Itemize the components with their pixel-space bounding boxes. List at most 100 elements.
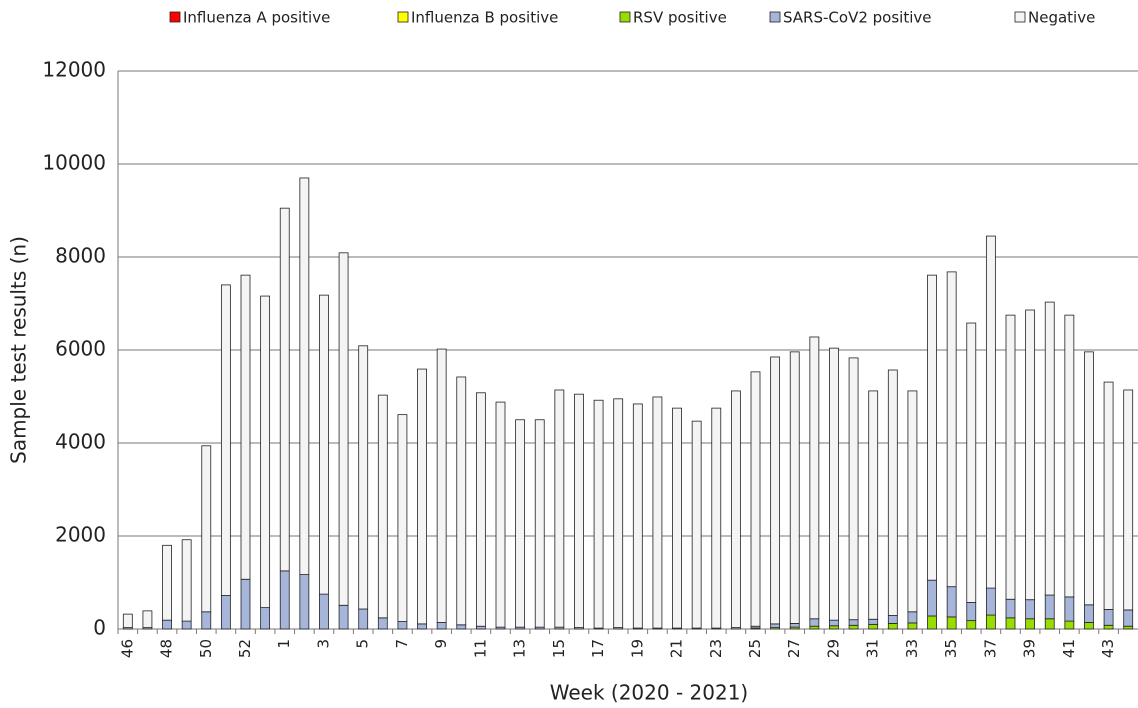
bar-segment [515, 419, 526, 628]
x-tick-label: 21 [668, 639, 686, 658]
bar-segment [711, 407, 722, 629]
x-tick-label: 43 [1099, 639, 1117, 658]
bar-segment [358, 345, 369, 610]
bar-segment [181, 620, 192, 630]
bar-segment [1005, 617, 1016, 630]
bar-segment [397, 621, 408, 630]
bar-segment [299, 177, 310, 575]
legend-swatch [769, 11, 781, 23]
legend-label: RSV positive [633, 9, 727, 27]
x-tick-label: 41 [1060, 639, 1078, 658]
bar-segment [966, 620, 977, 630]
x-tick-label: 3 [314, 639, 332, 649]
bar-segment [985, 235, 996, 589]
bar-segment [632, 403, 643, 629]
bar-segment [730, 390, 741, 629]
bar-segment [1044, 618, 1055, 630]
y-tick-label: 12000 [42, 58, 106, 82]
bar-segment [534, 419, 545, 628]
bar-segment [358, 608, 369, 630]
x-tick-label: 15 [550, 639, 568, 658]
bar-segment [1123, 609, 1134, 627]
bar-segment [1123, 389, 1134, 611]
bar-segment [946, 616, 957, 630]
x-tick-label: 48 [158, 639, 176, 658]
bar-segment [1084, 622, 1094, 630]
bar-segment [907, 390, 918, 613]
bar-segment [927, 274, 937, 581]
bar-segment [338, 252, 349, 606]
bar-segment [1025, 309, 1036, 601]
bar-segment [456, 624, 467, 630]
bar-segment [1064, 314, 1075, 598]
bar-segment [966, 322, 977, 603]
bar-segment [1084, 351, 1094, 606]
x-tick-label: 17 [589, 639, 607, 658]
x-tick-label: 35 [942, 639, 960, 658]
bar-segment [829, 347, 839, 621]
bar-segment [868, 390, 879, 620]
bar-segment [162, 619, 172, 630]
bar-segment [417, 623, 427, 630]
bar-segment [279, 570, 290, 630]
bar-segment [377, 617, 388, 630]
bar-segment [789, 351, 800, 624]
bar-segment [1044, 594, 1055, 620]
x-tick-label: 7 [393, 639, 411, 649]
bar-segment [809, 618, 820, 627]
bar-segment [809, 625, 820, 630]
bar-segment [691, 420, 702, 629]
bar-segment [456, 376, 467, 626]
bar-segment [985, 614, 996, 630]
bar-segment [201, 611, 212, 630]
bar-segment [1123, 625, 1134, 630]
bar-segment [260, 607, 271, 630]
bar-segment [907, 622, 918, 630]
legend-label: Influenza B positive [411, 9, 558, 27]
bar-segment [240, 578, 251, 630]
bar-segment [436, 622, 447, 630]
bar-segment [377, 394, 388, 619]
bar-segment [848, 619, 859, 626]
bar-segment [1103, 624, 1114, 630]
x-tick-label: 31 [864, 639, 882, 658]
bar-segment [868, 623, 879, 630]
legend-swatch [397, 11, 409, 23]
bar-segment [1103, 609, 1114, 626]
legend-swatch [169, 11, 181, 23]
bar-segment [829, 619, 839, 627]
bar-segment [319, 294, 329, 595]
x-tick-label: 5 [354, 639, 372, 649]
bar-segment [927, 579, 937, 617]
x-tick-label: 33 [903, 639, 921, 658]
y-axis-title: Sample test results (n) [7, 236, 31, 464]
bar-segment [907, 611, 918, 624]
bar-segment [436, 348, 447, 623]
bar-segment [672, 407, 682, 629]
x-tick-label: 11 [471, 639, 489, 658]
bar-segment [848, 357, 859, 621]
bar-segment [338, 604, 349, 630]
bar-segment [495, 401, 506, 628]
bar-segment [1025, 618, 1036, 630]
bar-segment [162, 544, 172, 621]
bar-segment [397, 414, 408, 622]
bar-segment [652, 396, 663, 629]
bar-segment [613, 398, 624, 629]
x-tick-label: 39 [1021, 639, 1039, 658]
bar-segment [319, 593, 329, 630]
bar-segment [181, 539, 192, 622]
bar-segment [887, 369, 898, 616]
x-tick-label: 13 [511, 639, 529, 658]
bar-segment [122, 613, 133, 629]
x-tick-label: 46 [118, 639, 136, 658]
y-tick-label: 4000 [55, 430, 106, 454]
x-tick-label: 19 [628, 639, 646, 658]
x-tick-label: 23 [707, 639, 725, 658]
bar-segment [946, 271, 957, 588]
bar-segment [142, 610, 153, 629]
x-tick-label: 25 [746, 639, 764, 658]
bar-segment [770, 623, 781, 629]
bar-segment [868, 618, 879, 625]
